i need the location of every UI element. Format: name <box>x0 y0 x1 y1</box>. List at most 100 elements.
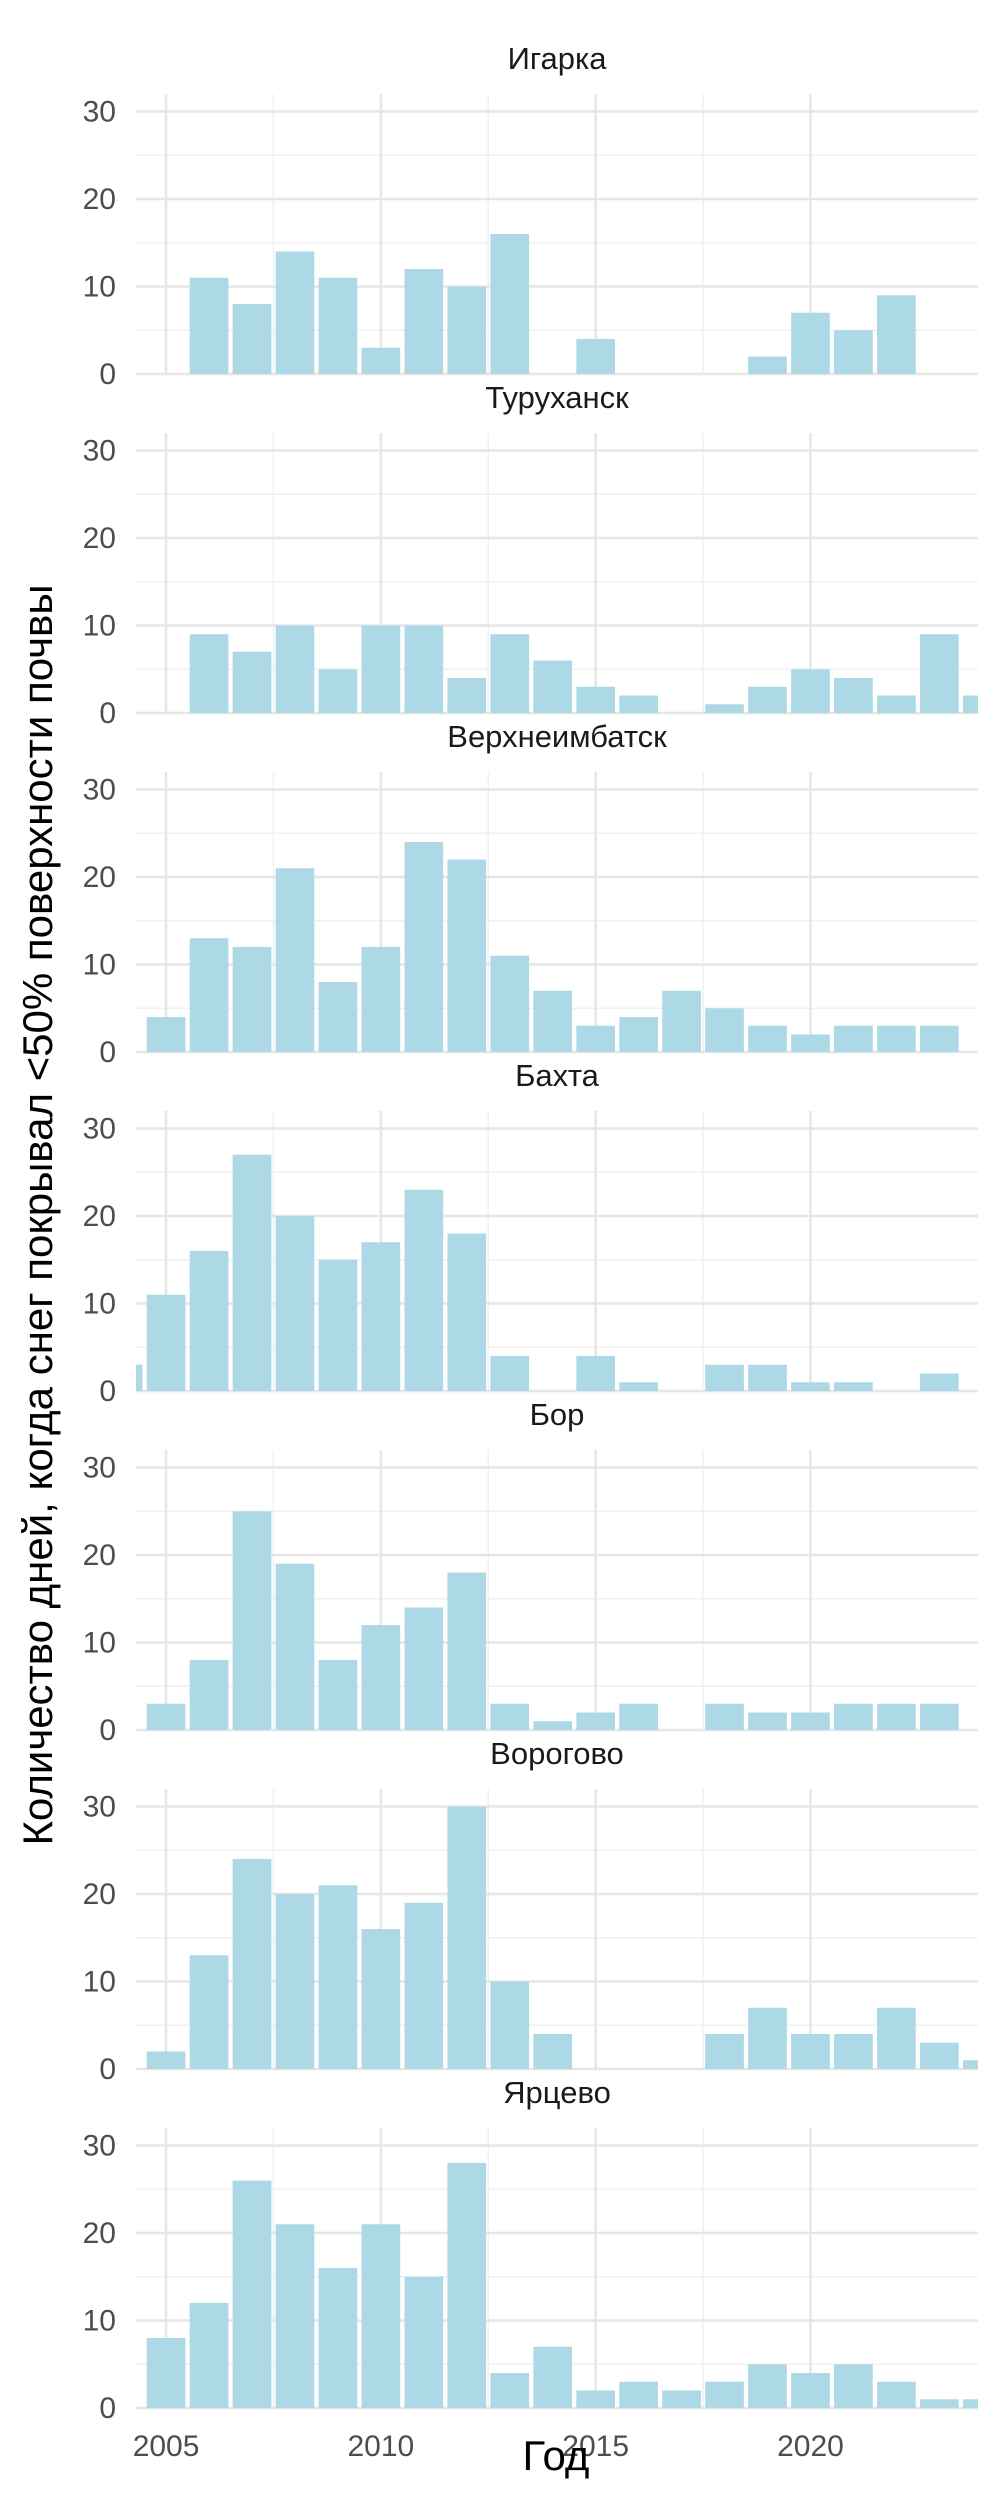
bar <box>318 2268 358 2408</box>
bar <box>447 286 487 374</box>
bar <box>318 1259 358 1391</box>
bar <box>189 1251 229 1391</box>
x-tick-label: 2015 <box>562 2430 629 2463</box>
bar <box>920 634 959 713</box>
bar <box>791 1034 830 1052</box>
bar <box>791 1382 830 1391</box>
y-tick-label: 30 <box>83 774 116 807</box>
bar <box>447 1806 487 2069</box>
bar <box>662 2390 701 2408</box>
x-tick-label: 2020 <box>777 2430 844 2463</box>
bar <box>404 625 444 713</box>
bar <box>318 1885 358 2069</box>
bar <box>404 842 444 1052</box>
y-tick-label: 20 <box>83 183 116 216</box>
bar <box>705 1703 744 1730</box>
bar <box>705 1364 744 1391</box>
bar <box>834 1382 873 1391</box>
bar <box>404 1607 444 1730</box>
bar <box>490 1356 530 1391</box>
bar <box>447 859 487 1052</box>
bar <box>189 277 229 374</box>
facet-panel-4: Бахта 0 10 20 30 <box>83 1058 978 1408</box>
y-tick-label: 0 <box>99 2053 116 2086</box>
bar <box>834 1025 873 1052</box>
facet-title: Игарка <box>508 41 608 76</box>
bar <box>146 2338 186 2408</box>
facet-title: Ворогово <box>490 1736 624 1771</box>
bar <box>791 2034 830 2069</box>
bar <box>318 669 358 713</box>
bar <box>447 1233 487 1391</box>
bar <box>748 2007 787 2069</box>
x-tick-label: 2010 <box>347 2430 414 2463</box>
bar <box>877 2381 916 2408</box>
bar <box>748 1364 787 1391</box>
bar <box>748 686 787 713</box>
bar <box>791 1712 830 1730</box>
y-tick-label: 30 <box>83 2130 116 2163</box>
y-tick-label: 30 <box>83 1791 116 1824</box>
y-tick-label: 0 <box>99 697 116 730</box>
bar <box>361 1625 401 1730</box>
bar <box>404 1189 444 1391</box>
bar <box>748 1025 787 1052</box>
bar <box>232 651 272 713</box>
bar <box>404 1902 444 2069</box>
bar <box>146 1017 186 1052</box>
bar <box>189 1955 229 2069</box>
bar <box>834 330 873 374</box>
y-tick-label: 30 <box>83 96 116 129</box>
facet-title: Ярцево <box>503 2075 611 2110</box>
bar <box>834 2364 873 2408</box>
bar <box>232 947 272 1052</box>
bar <box>748 2364 787 2408</box>
bar <box>361 947 401 1052</box>
bar <box>447 1572 487 1730</box>
bar <box>533 2034 573 2069</box>
bar <box>576 686 615 713</box>
bar <box>576 1712 615 1730</box>
facet-title: Бахта <box>515 1058 600 1093</box>
facet-panel-6: Ворогово 0 10 20 30 <box>83 1736 978 2086</box>
bar <box>748 356 787 374</box>
bar <box>189 634 229 713</box>
bar <box>834 2034 873 2069</box>
y-tick-label: 10 <box>83 949 116 982</box>
bar <box>877 1703 916 1730</box>
bar <box>189 938 229 1052</box>
bar <box>146 1294 186 1391</box>
bar <box>146 2051 186 2069</box>
bar <box>705 2381 744 2408</box>
bar <box>834 1703 873 1730</box>
y-tick-label: 0 <box>99 1036 116 1069</box>
facet-title: Верхнеимбатск <box>447 719 667 754</box>
bar <box>705 1008 744 1052</box>
bar <box>748 1712 787 1730</box>
bar <box>490 1703 530 1730</box>
bar <box>232 1154 272 1391</box>
y-tick-label: 10 <box>83 271 116 304</box>
bar <box>576 339 615 374</box>
bar <box>361 347 401 374</box>
facet-panel-1: Игарка 0 10 20 30 <box>83 41 978 391</box>
y-tick-label: 10 <box>83 1288 116 1321</box>
bar <box>533 990 573 1052</box>
bar <box>189 2303 229 2408</box>
bar <box>920 1373 959 1391</box>
bar <box>275 1563 315 1730</box>
facet-title: Туруханск <box>485 380 629 415</box>
y-tick-label: 0 <box>99 1375 116 1408</box>
y-tick-label: 20 <box>83 861 116 894</box>
bar <box>619 1703 658 1730</box>
y-tick-label: 20 <box>83 1878 116 1911</box>
bar <box>791 2373 830 2408</box>
bar <box>361 1929 401 2069</box>
y-axis-title: Количество дней, когда снег покрывал <50… <box>14 584 61 1845</box>
bar <box>533 660 573 713</box>
y-tick-label: 20 <box>83 2217 116 2250</box>
bar <box>533 2346 573 2408</box>
y-tick-label: 10 <box>83 1627 116 1660</box>
bar <box>576 2390 615 2408</box>
